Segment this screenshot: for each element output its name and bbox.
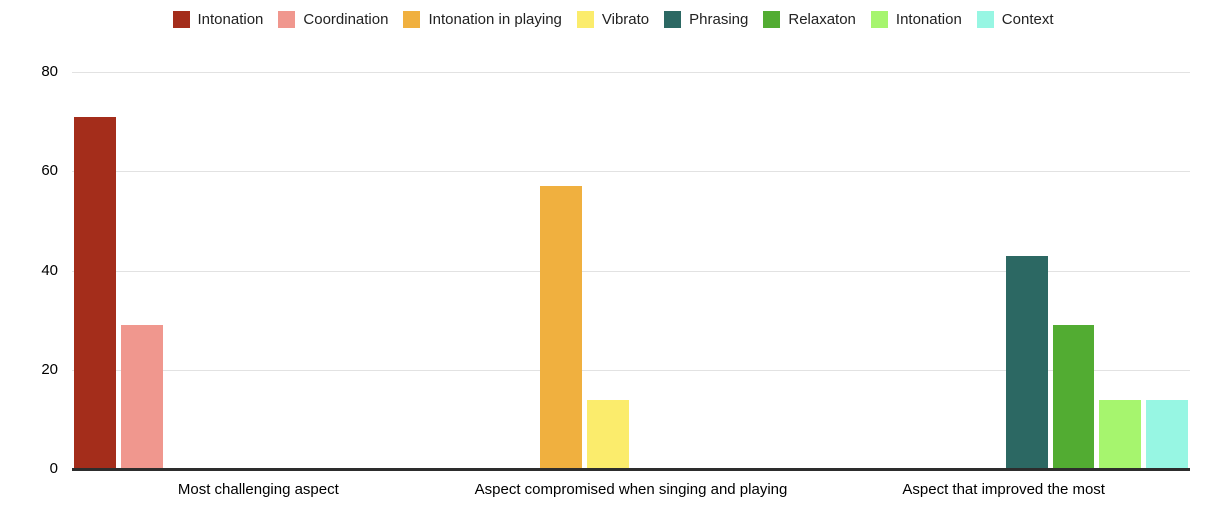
legend-label: Intonation in playing [428,11,562,28]
bar-slot [491,72,538,469]
bar-slot [864,72,911,469]
gridline [72,369,1190,371]
bar-slot [538,72,585,469]
legend-swatch-icon [403,11,421,28]
bar-slot [678,72,725,469]
bar-coordination [120,325,163,469]
legend-label: Context [1001,11,1054,28]
x-category-label: Aspect compromised when singing and play… [474,481,788,498]
bar-slot [631,72,678,469]
plot-area [72,72,1190,471]
bar-slot [398,72,445,469]
legend-item: Relaxaton [763,11,856,28]
legend-item: Context [976,11,1054,28]
bar-slot [817,72,864,469]
x-category-label: Most challenging aspect [177,481,339,498]
category-group [445,72,818,469]
y-tick-label: 40 [41,261,58,279]
bar-slot [911,72,958,469]
bar-slot [1004,72,1051,469]
x-axis: Most challenging aspect Aspect compromise… [72,481,1190,498]
legend-label: Coordination [303,11,389,28]
bar-vibrato [586,399,629,469]
category-group [72,72,445,469]
legend-item: Coordination [278,11,388,28]
x-category-label: Aspect that improved the most [902,481,1105,498]
bar-intonation [1099,399,1142,469]
legend-item: Phrasing [664,11,748,28]
legend-item: Vibrato [576,11,650,28]
bar-groups [72,72,1190,469]
bar-context [1145,399,1188,469]
legend-item: Intonation [870,11,962,28]
legend-item: Intonation [172,11,264,28]
bar-slot [957,72,1004,469]
y-axis: 0 20 40 60 80 [0,63,58,477]
gridline [72,72,1190,73]
legend-swatch-icon [763,11,781,28]
legend-swatch-icon [278,11,296,28]
bar-slot [119,72,166,469]
bar-slot [351,72,398,469]
y-tick-label: 80 [41,63,58,80]
bar-phrasing [1005,255,1048,469]
category-group [817,72,1190,469]
gridline [72,171,1190,173]
bar-slot [1050,72,1097,469]
y-tick-label: 20 [41,360,58,378]
legend-swatch-icon [576,11,594,28]
legend: Intonation Coordination Intonation in play… [0,11,1226,28]
legend-label: Relaxaton [788,11,856,28]
bar-slot [1097,72,1144,469]
bar-slot [584,72,631,469]
legend-label: Intonation [197,11,264,28]
bar-slot [258,72,305,469]
bar-slot [212,72,259,469]
legend-swatch-icon [870,11,888,28]
x-axis-baseline [72,468,1190,471]
legend-swatch-icon [976,11,994,28]
bar-slot [72,72,119,469]
bar-slot [724,72,771,469]
bar-slot [305,72,352,469]
y-tick-label: 0 [49,460,58,477]
bar-intonation [74,116,117,469]
bar-intonation-in-playing [540,186,583,469]
legend-label: Vibrato [601,11,650,28]
legend-item: Intonation in playing [403,11,562,28]
y-tick-label: 60 [41,162,58,180]
bar-slot [1143,72,1190,469]
legend-label: Intonation [895,11,962,28]
gridline [72,270,1190,272]
legend-swatch-icon [664,11,682,28]
bar-relaxaton [1052,325,1095,469]
bar-slot [165,72,212,469]
legend-swatch-icon [172,11,190,28]
legend-label: Phrasing [689,11,749,28]
bar-slot [771,72,818,469]
bar-slot [445,72,492,469]
